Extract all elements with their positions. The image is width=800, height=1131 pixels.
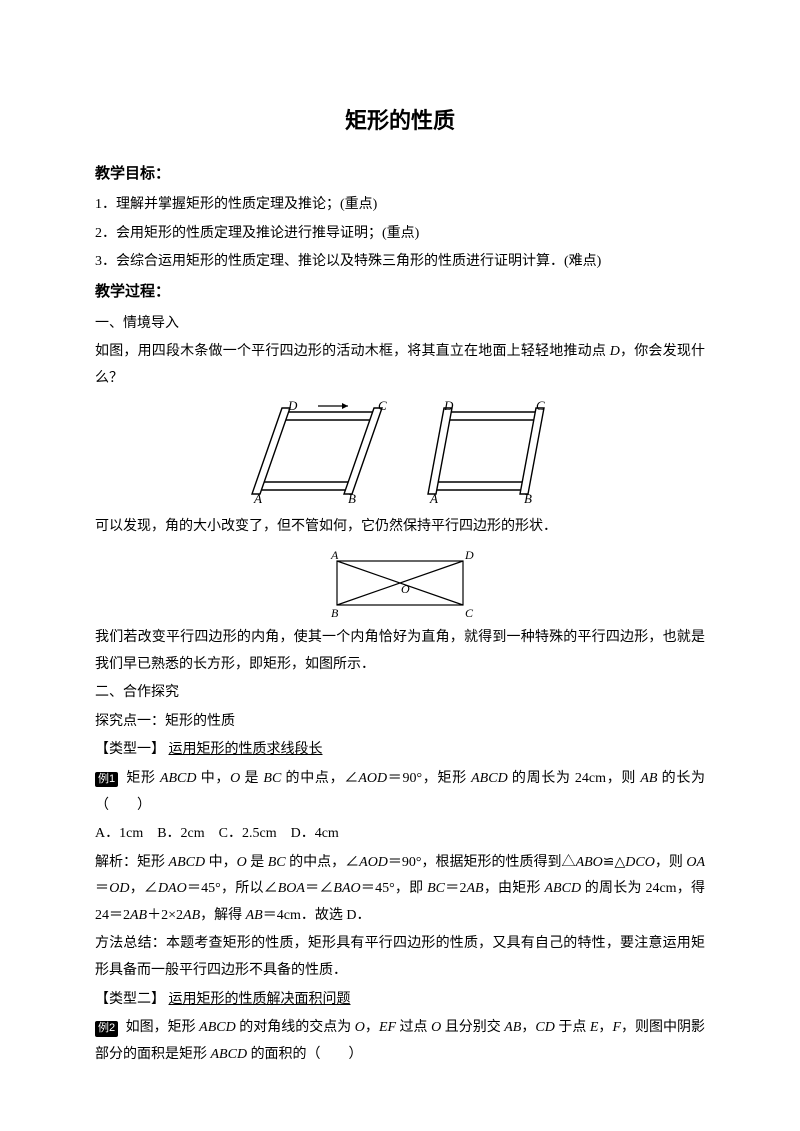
objectives-heading: 教学目标： [95,160,705,189]
fig1-label-A: A [253,491,262,506]
explore-heading: 二、合作探究 [95,680,705,707]
objective-1: 1．理解并掌握矩形的性质定理及推论；(重点) [95,192,705,219]
example2-tag: 例2 [95,1021,118,1036]
svg-text:A: A [429,491,438,506]
type2-heading: 【类型二】 运用矩形的性质解决面积问题 [95,987,705,1014]
figure-rectangle-diagonals: A D B C O [95,547,705,619]
objective-3: 3．会综合运用矩形的性质定理、推论以及特殊三角形的性质进行证明计算．(难点) [95,249,705,276]
objective-2: 2．会用矩形的性质定理及推论进行推导证明；(重点) [95,221,705,248]
svg-text:B: B [331,606,339,619]
example2-body: 例2 如图，矩形 ABCD 的对角线的交点为 O，EF 过点 O 且分别交 AB… [95,1015,705,1068]
figure-parallelogram-frames: D C A B D C A B [95,398,705,508]
point1-heading: 探究点一：矩形的性质 [95,709,705,736]
example1-method: 方法总结：本题考查矩形的性质，矩形具有平行四边形的性质，又具有自己的特性，要注意… [95,931,705,984]
fig1-label-C: C [378,398,387,413]
after-fig1: 可以发现，角的大小改变了，但不管如何，它仍然保持平行四边形的形状． [95,514,705,541]
svg-text:C: C [465,606,474,619]
intro-heading: 一、情境导入 [95,311,705,338]
intro-p1: 如图，用四段木条做一个平行四边形的活动木框，将其直立在地面上轻轻地推动点 D，你… [95,339,705,392]
example1-options: A．1cm B．2cm C．2.5cm D．4cm [95,821,705,848]
example1-tag: 例1 [95,772,118,787]
svg-text:B: B [524,491,532,506]
fig1-label-D: D [287,398,298,413]
fig1-label-B: B [348,491,356,506]
example1-body: 例1 矩形 ABCD 中，O 是 BC 的中点，∠AOD＝90°，矩形 ABCD… [95,766,705,819]
type1-heading: 【类型一】 运用矩形的性质求线段长 [95,737,705,764]
svg-text:O: O [401,582,410,596]
after-fig2: 我们若改变平行四边形的内角，使其一个内角恰好为直角，就得到一种特殊的平行四边形，… [95,625,705,678]
svg-text:A: A [330,548,339,562]
doc-title: 矩形的性质 [95,100,705,142]
example1-analysis: 解析：矩形 ABCD 中，O 是 BC 的中点，∠AOD＝90°，根据矩形的性质… [95,850,705,930]
process-heading: 教学过程： [95,278,705,307]
svg-text:D: D [464,548,474,562]
svg-text:D: D [443,398,454,413]
page: 矩形的性质 教学目标： 1．理解并掌握矩形的性质定理及推论；(重点) 2．会用矩… [0,0,800,1131]
svg-text:C: C [536,398,545,413]
